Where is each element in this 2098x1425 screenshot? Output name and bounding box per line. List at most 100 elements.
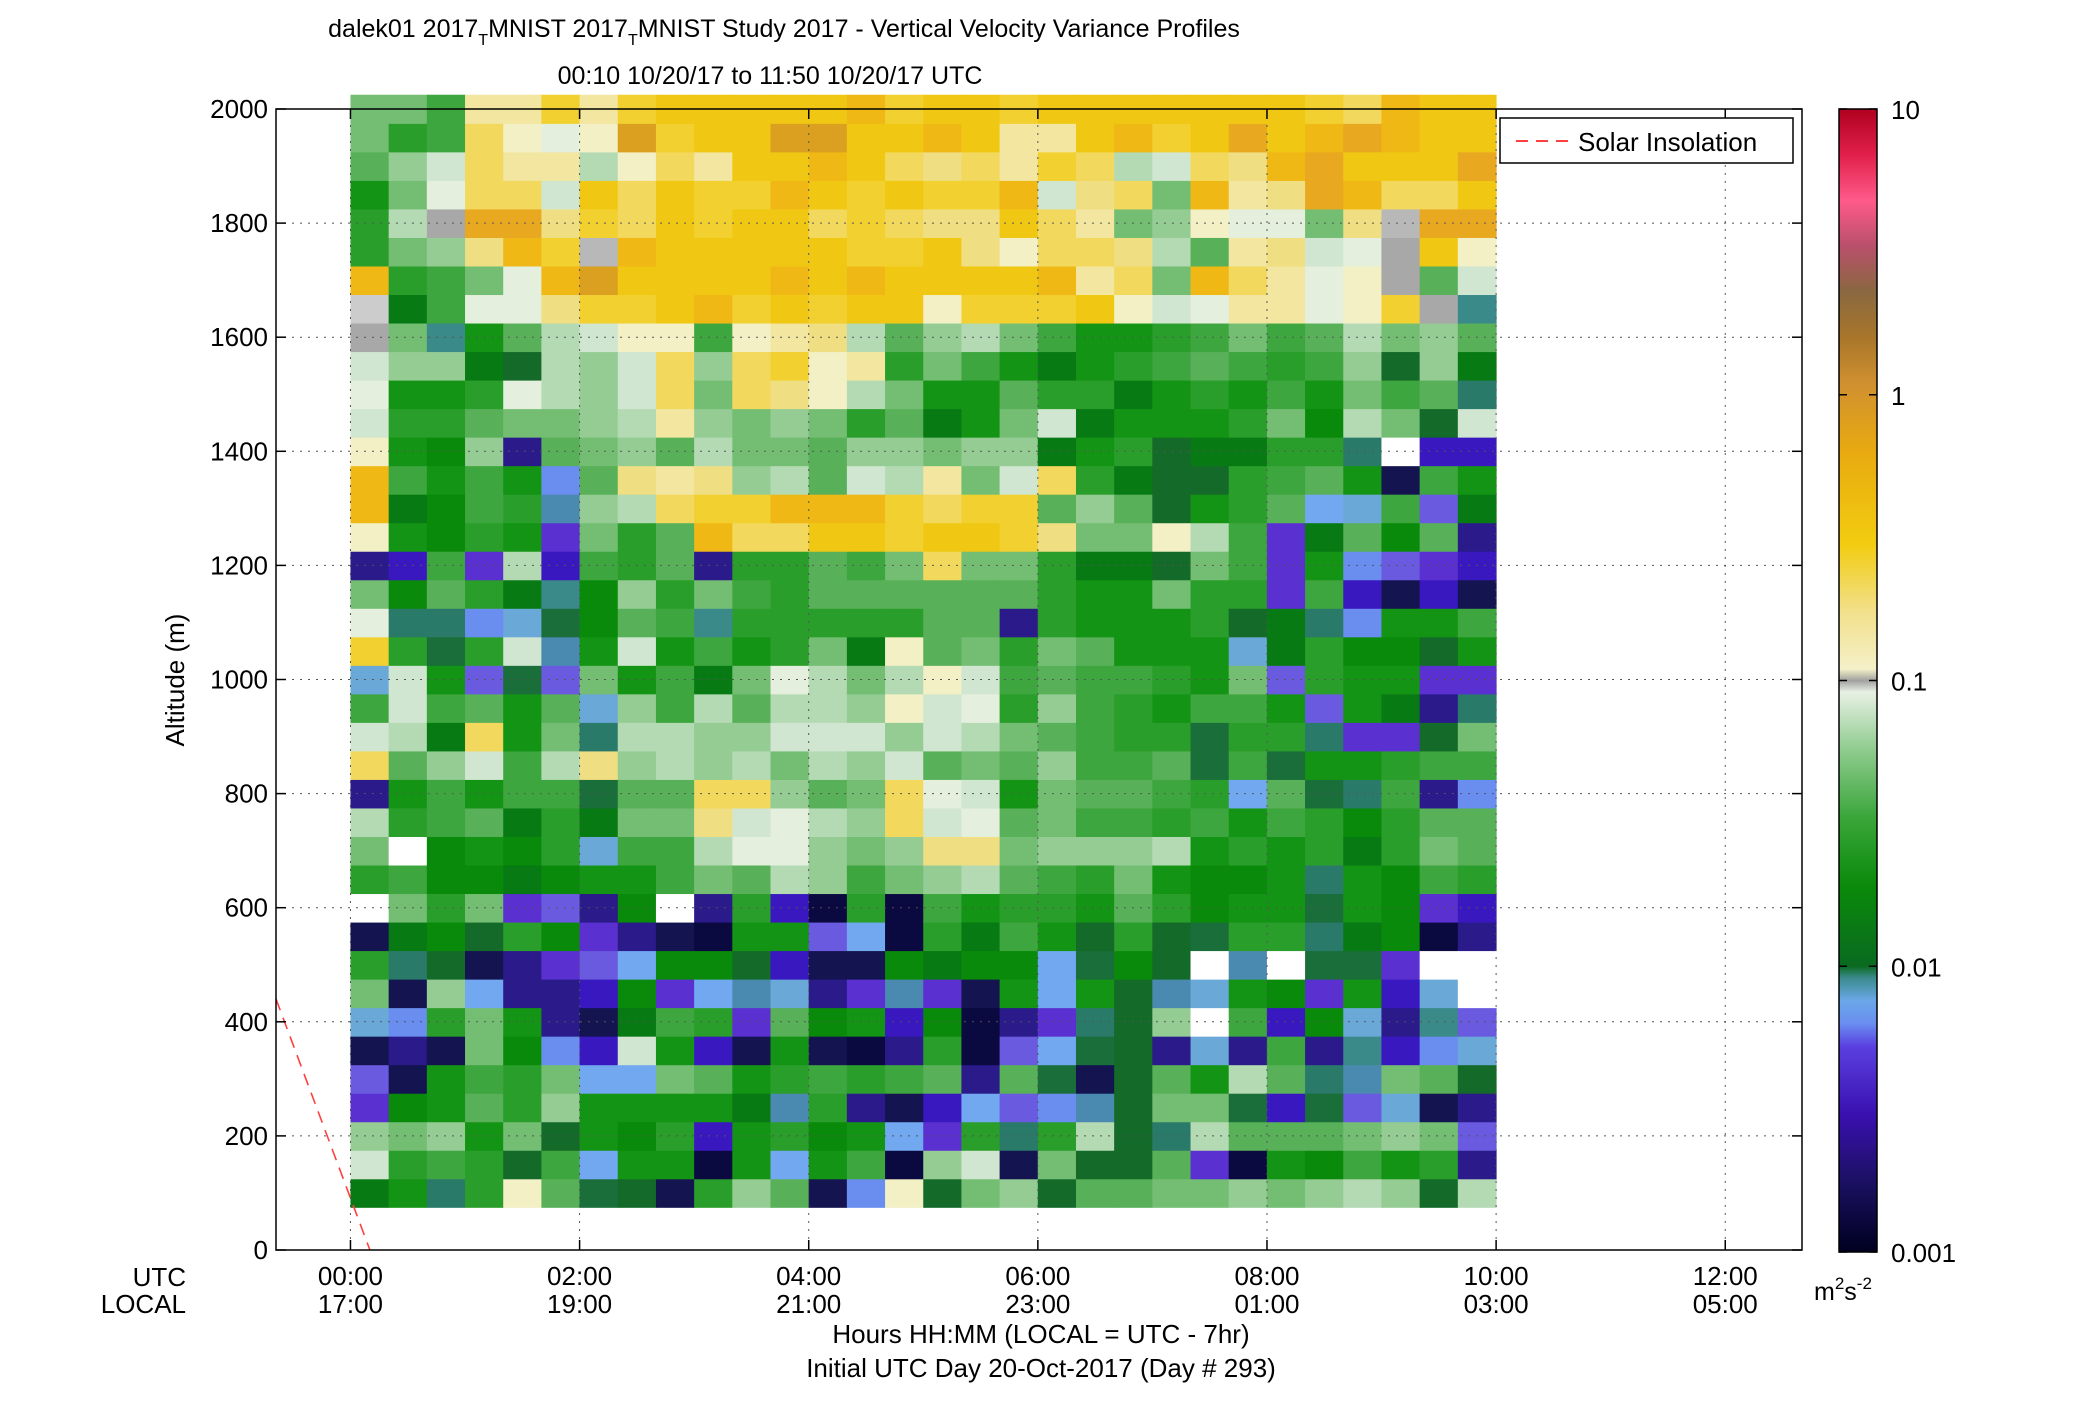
heatmap-cell <box>1419 437 1459 467</box>
heatmap-cell <box>350 237 390 267</box>
heatmap-cell <box>655 351 695 381</box>
heatmap-cell <box>1114 864 1153 895</box>
heatmap-cell <box>426 551 466 581</box>
heatmap-cell <box>732 722 772 752</box>
heatmap-cell <box>1228 151 1268 181</box>
heatmap-cell <box>923 1064 963 1094</box>
heatmap-cell <box>1266 864 1306 895</box>
heatmap-cell <box>770 1064 810 1094</box>
heatmap-cell <box>465 1064 504 1094</box>
chart-title-line2: 00:10 10/20/17 to 11:50 10/20/17 UTC <box>558 62 983 90</box>
heatmap-cell <box>1037 151 1077 181</box>
heatmap-cell <box>961 180 1001 210</box>
y-axis-label: Altitude (m) <box>160 614 190 747</box>
heatmap-cell <box>1037 1150 1077 1180</box>
heatmap-cell <box>617 151 657 181</box>
heatmap-cell <box>885 750 924 780</box>
heatmap-cell <box>885 1150 924 1180</box>
heatmap-cell <box>465 351 504 381</box>
heatmap-cell <box>1190 1178 1230 1208</box>
heatmap-cell <box>1190 379 1230 410</box>
heatmap-cell <box>770 180 810 210</box>
heatmap-cell <box>1457 265 1497 296</box>
heatmap-cell <box>1190 1064 1230 1094</box>
heatmap-cell <box>541 1093 581 1123</box>
heatmap-cell <box>579 921 619 952</box>
heatmap-cell <box>770 1093 810 1123</box>
heatmap-cell <box>1457 465 1497 495</box>
heatmap-cell <box>1075 294 1115 324</box>
heatmap-cell <box>1037 921 1077 952</box>
heatmap-cell <box>350 1178 390 1208</box>
heatmap-cell <box>1037 750 1077 780</box>
heatmap-cell <box>655 551 695 581</box>
heatmap-cell <box>1305 921 1344 952</box>
heatmap-cell <box>770 579 810 609</box>
heatmap-cell <box>503 1064 542 1094</box>
heatmap-cell <box>923 950 963 980</box>
heatmap-cell <box>1190 151 1230 181</box>
heatmap-cell <box>579 551 619 581</box>
y-tick-label: 1000 <box>210 665 268 695</box>
heatmap-cell <box>350 265 390 296</box>
heatmap-cell <box>579 979 619 1009</box>
heatmap-cell <box>1266 893 1306 923</box>
heatmap-cell <box>1343 722 1383 752</box>
heatmap-cell <box>1381 608 1421 638</box>
heatmap-cell <box>655 608 695 638</box>
heatmap-cell <box>923 437 963 467</box>
heatmap-cell <box>885 807 924 837</box>
heatmap-cell <box>1305 1093 1344 1123</box>
heatmap-cell <box>1343 979 1383 1009</box>
heatmap-cell <box>1152 722 1192 752</box>
heatmap-cell <box>732 636 772 666</box>
heatmap-cell <box>1152 608 1192 638</box>
heatmap-cell <box>541 693 581 723</box>
heatmap-cell <box>1457 294 1497 324</box>
legend-solar-label: Solar Insolation <box>1578 127 1757 157</box>
heatmap-cell <box>655 1036 695 1066</box>
heatmap-cell <box>694 237 733 267</box>
heatmap-cell <box>617 608 657 638</box>
heatmap-cell <box>503 693 542 723</box>
heatmap-cell <box>1305 237 1344 267</box>
heatmap-cell <box>694 265 733 296</box>
heatmap-cell <box>999 1007 1039 1037</box>
heatmap-cell <box>579 294 619 324</box>
solar-insolation-line <box>275 998 371 1251</box>
y-tick-label: 200 <box>225 1121 268 1151</box>
heatmap-cell <box>350 379 390 410</box>
heatmap-cell <box>426 1150 466 1180</box>
heatmap-cell <box>808 180 848 210</box>
heatmap-cell <box>388 921 428 952</box>
heatmap-cell <box>617 180 657 210</box>
heatmap-cell <box>617 636 657 666</box>
heatmap-cell <box>1152 1064 1192 1094</box>
heatmap-cell <box>579 665 619 695</box>
heatmap-cell <box>655 1150 695 1180</box>
heatmap-cell <box>1228 494 1268 524</box>
heatmap-cell <box>961 465 1001 495</box>
heatmap-cell <box>579 437 619 467</box>
heatmap-cell <box>885 693 924 723</box>
heatmap-cell <box>1381 750 1421 780</box>
heatmap-cell <box>1266 351 1306 381</box>
heatmap-cell <box>1457 750 1497 780</box>
heatmap-cell <box>655 1121 695 1151</box>
heatmap-cell <box>465 636 504 666</box>
heatmap-cell <box>1152 551 1192 581</box>
heatmap-cell <box>1228 807 1268 837</box>
colorbar-ticks: 10 1 0.1 0.01 0.001 <box>1839 95 1956 1268</box>
heatmap-cell <box>388 864 428 895</box>
heatmap-cell <box>1419 351 1459 381</box>
heatmap-cell <box>1228 1178 1268 1208</box>
heatmap-cell <box>694 950 733 980</box>
heatmap-cell <box>1305 1150 1344 1180</box>
heatmap-cell <box>503 1093 542 1123</box>
heatmap-cell <box>999 322 1039 353</box>
heatmap-cell <box>350 864 390 895</box>
heatmap-cell <box>732 807 772 837</box>
heatmap-cell <box>1228 693 1268 723</box>
heatmap-cell <box>350 608 390 638</box>
heatmap-cell <box>465 836 504 866</box>
